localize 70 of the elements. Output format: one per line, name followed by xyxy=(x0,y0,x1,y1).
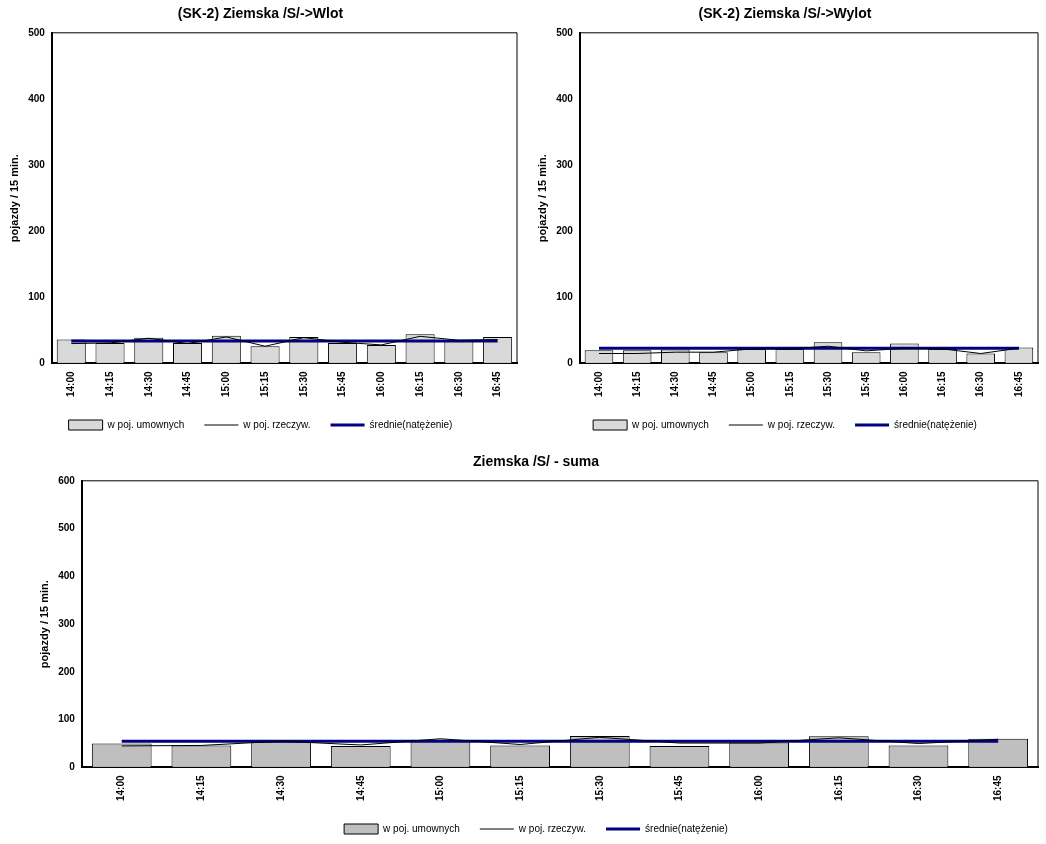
x-tick-label: 15:15 xyxy=(258,370,270,397)
y-tick-label: 200 xyxy=(58,665,76,677)
y-tick-label: 100 xyxy=(28,291,46,303)
y-tick-label: 500 xyxy=(556,26,574,38)
x-tick-label: 14:00 xyxy=(592,370,604,397)
legend-label: średnie(natężenie) xyxy=(645,822,728,834)
y-tick-label: 0 xyxy=(39,357,46,369)
x-tick-label: 16:45 xyxy=(991,774,1003,801)
x-tick-label: 15:15 xyxy=(783,370,795,397)
legend-label: w poj. rzeczyw. xyxy=(242,418,311,430)
x-tick-label: 15:45 xyxy=(673,774,685,801)
x-tick-label: 16:15 xyxy=(413,370,425,397)
x-tick-label: 14:30 xyxy=(274,774,286,801)
x-tick-label: 14:15 xyxy=(630,370,642,397)
x-tick-label: 15:30 xyxy=(821,370,833,397)
x-tick-label: 15:45 xyxy=(859,370,871,397)
x-tick-label: 15:30 xyxy=(297,370,309,397)
y-tick-label: 0 xyxy=(567,357,574,369)
x-tick-label: 14:45 xyxy=(354,774,366,801)
x-tick-label: 16:15 xyxy=(936,370,948,397)
legend-label: w poj. umownych xyxy=(106,418,185,430)
x-tick-label: 15:45 xyxy=(336,370,348,397)
x-tick-label: 14:45 xyxy=(707,370,719,397)
y-tick-label: 500 xyxy=(28,26,46,38)
y-tick-label: 400 xyxy=(28,92,46,104)
y-tick-label: 600 xyxy=(58,474,76,486)
x-tick-label: 16:30 xyxy=(452,370,464,397)
y-tick-label: 200 xyxy=(28,224,46,236)
x-tick-label: 16:45 xyxy=(491,370,503,397)
y-tick-label: 300 xyxy=(28,158,46,170)
y-tick-label: 200 xyxy=(556,224,574,236)
y-tick-label: 300 xyxy=(58,617,76,629)
x-tick-label: 16:00 xyxy=(752,774,764,801)
chart-title: (SK-2) Ziemska /S/->Wlot xyxy=(177,5,344,22)
y-tick-label: 300 xyxy=(556,158,574,170)
x-tick-label: 16:00 xyxy=(375,370,387,397)
chart-title: (SK-2) Ziemska /S/->Wylot xyxy=(698,5,872,22)
y-tick-label: 400 xyxy=(556,92,574,104)
x-tick-label: 16:15 xyxy=(832,774,844,801)
y-axis-title: pojazdy / 15 min. xyxy=(535,154,548,243)
x-tick-label: 15:30 xyxy=(593,774,605,801)
legend-label: w poj. rzeczyw. xyxy=(766,418,836,430)
x-tick-label: 14:30 xyxy=(669,370,681,397)
x-tick-label: 15:00 xyxy=(220,370,232,397)
y-tick-label: 500 xyxy=(58,522,76,534)
x-tick-label: 14:45 xyxy=(181,370,193,397)
x-tick-label: 16:00 xyxy=(898,370,910,397)
chart-title: Ziemska /S/ - suma xyxy=(472,453,600,470)
y-axis-title: pojazdy / 15 min. xyxy=(7,154,20,243)
legend-label: średnie(natężenie) xyxy=(894,418,977,430)
legend-label: w poj. umownych xyxy=(631,418,709,430)
x-tick-label: 16:30 xyxy=(912,774,924,801)
x-tick-label: 15:00 xyxy=(434,774,446,801)
y-tick-label: 100 xyxy=(556,291,574,303)
x-tick-label: 14:00 xyxy=(115,774,127,801)
x-tick-label: 15:00 xyxy=(745,370,757,397)
legend-label: w poj. umownych xyxy=(382,822,460,834)
y-axis-title: pojazdy / 15 min. xyxy=(37,580,50,669)
x-tick-label: 16:30 xyxy=(974,370,986,397)
legend-label: w poj. rzeczyw. xyxy=(517,822,587,834)
x-tick-label: 14:15 xyxy=(103,370,115,397)
y-tick-label: 100 xyxy=(58,713,76,725)
x-tick-label: 16:45 xyxy=(1012,370,1024,397)
x-tick-label: 14:00 xyxy=(65,370,77,397)
x-tick-label: 14:15 xyxy=(195,774,207,801)
x-tick-label: 14:30 xyxy=(142,370,154,397)
y-tick-label: 0 xyxy=(69,761,76,773)
x-tick-label: 15:15 xyxy=(513,774,525,801)
y-tick-label: 400 xyxy=(58,570,76,582)
legend-label: średnie(natężenie) xyxy=(369,418,453,430)
